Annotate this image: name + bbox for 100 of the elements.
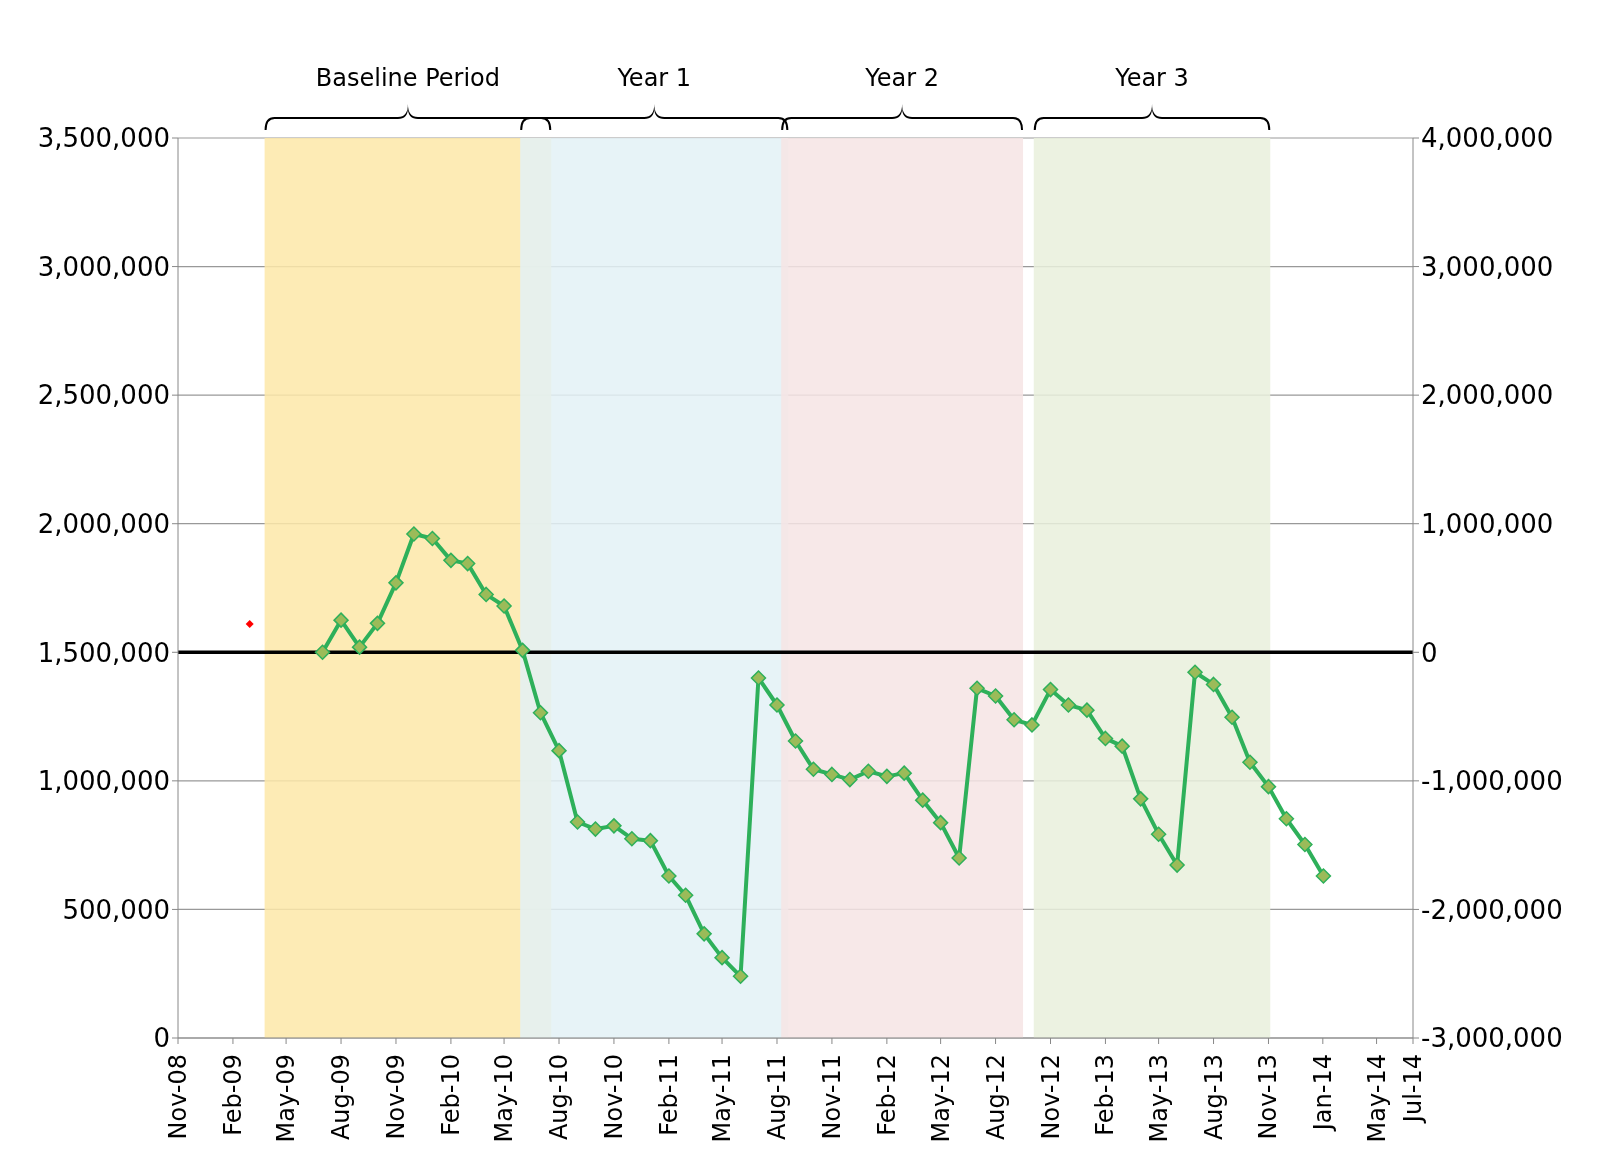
point: [1132, 791, 1149, 807]
point: [714, 949, 730, 966]
point: [1150, 826, 1167, 842]
x-tick-label: Feb-13: [1091, 1054, 1120, 1136]
point: [951, 850, 967, 866]
point: [969, 680, 985, 697]
point: [1260, 778, 1277, 795]
y2-tick-label: -1,000,000: [1421, 766, 1563, 797]
point: [1024, 717, 1040, 733]
point: [587, 821, 604, 837]
point: [1278, 811, 1295, 827]
point: [677, 887, 694, 904]
point: [1205, 676, 1222, 693]
point: [459, 555, 476, 572]
y-tick-label: 1,000,000: [37, 766, 170, 797]
x-tick-label: Jul-14: [1399, 1054, 1427, 1125]
y2-tick-label: 0: [1421, 637, 1438, 668]
y2-tick-label: -3,000,000: [1421, 1023, 1563, 1054]
x-tick-label: Aug-13: [1199, 1054, 1228, 1141]
point: [732, 968, 749, 985]
y-tick-label: 0: [153, 1023, 170, 1054]
point: [1315, 868, 1332, 884]
point: [351, 639, 368, 655]
point: [514, 642, 531, 659]
y-tick-label: 2,000,000: [37, 508, 170, 539]
band-label: Year 3: [1114, 64, 1189, 92]
point: [333, 612, 349, 628]
x-tick-label: Nov-08: [164, 1054, 192, 1140]
point: [1297, 836, 1313, 853]
x-tick-label: Nov-12: [1036, 1054, 1065, 1140]
x-tick-label: Feb-11: [654, 1054, 683, 1136]
point: [661, 868, 677, 884]
point: [824, 766, 840, 783]
x-tick-label: May-11: [708, 1054, 737, 1143]
x-tick-label: Nov-13: [1254, 1054, 1283, 1140]
point: [1060, 697, 1077, 713]
y-tick-label: 3,500,000: [37, 123, 170, 154]
x-tick-label: Nov-09: [381, 1054, 410, 1140]
y2-tick-label: 4,000,000: [1421, 123, 1554, 154]
band-label: Year 1: [616, 64, 692, 92]
y-tick-label: 1,500,000: [37, 637, 170, 668]
band-label: Year 2: [864, 64, 939, 92]
x-tick-label: May-10: [490, 1054, 519, 1143]
y-tick-label: 2,500,000: [37, 380, 170, 411]
x-tick-label: Jan-14: [1308, 1054, 1337, 1133]
point: [805, 761, 822, 778]
point: [1187, 664, 1203, 680]
x-tick-label: May-13: [1144, 1054, 1173, 1143]
point: [424, 530, 441, 547]
point: [406, 526, 422, 542]
point: [842, 771, 858, 788]
point: [478, 586, 494, 603]
point: [1079, 702, 1095, 718]
x-tick-label: May-09: [272, 1054, 301, 1143]
point: [1114, 738, 1130, 754]
point: [860, 763, 877, 779]
x-tick-label: Feb-12: [872, 1054, 901, 1136]
point: [369, 615, 386, 632]
point: [551, 742, 567, 759]
point: [443, 552, 459, 569]
x-tick-label: May-14: [1362, 1054, 1391, 1143]
point: [1006, 712, 1022, 728]
point: [1042, 681, 1059, 698]
x-tick-label: Aug-10: [545, 1054, 574, 1141]
point: [1097, 730, 1114, 747]
x-tick-label: May-12: [926, 1054, 955, 1143]
point: [787, 733, 804, 749]
y-tick-label: 500,000: [62, 894, 170, 925]
point: [987, 688, 1004, 704]
x-tick-label: Aug-12: [981, 1054, 1010, 1141]
x-tick-label: Aug-11: [762, 1054, 791, 1141]
point: [696, 926, 712, 942]
point: [496, 598, 512, 614]
point: [932, 814, 949, 831]
y2-tick-label: 3,000,000: [1421, 251, 1554, 282]
point: [606, 818, 622, 834]
point: [914, 792, 931, 808]
y2-tick-label: 2,000,000: [1421, 380, 1554, 411]
x-tick-label: Nov-11: [817, 1054, 846, 1140]
point: [624, 830, 640, 847]
x-tick-label: Feb-09: [218, 1054, 247, 1136]
point: [642, 832, 659, 849]
point: [388, 575, 404, 591]
point: [750, 670, 767, 686]
point: [314, 644, 331, 661]
y2-tick-label: -2,000,000: [1421, 894, 1563, 925]
point: [569, 814, 586, 830]
y-tick-label: 3,000,000: [37, 251, 170, 282]
point: [1242, 754, 1258, 770]
x-tick-label: Feb-10: [436, 1054, 465, 1136]
x-tick-label: Aug-09: [327, 1054, 356, 1141]
x-tick-label: Nov-10: [599, 1054, 628, 1140]
y2-tick-label: 1,000,000: [1421, 508, 1554, 539]
point: [1169, 857, 1185, 873]
point: [896, 765, 912, 781]
point: [769, 697, 785, 713]
point: [532, 704, 549, 721]
point: [1224, 709, 1240, 725]
point: [879, 768, 895, 785]
band-label: Baseline Period: [315, 64, 501, 92]
